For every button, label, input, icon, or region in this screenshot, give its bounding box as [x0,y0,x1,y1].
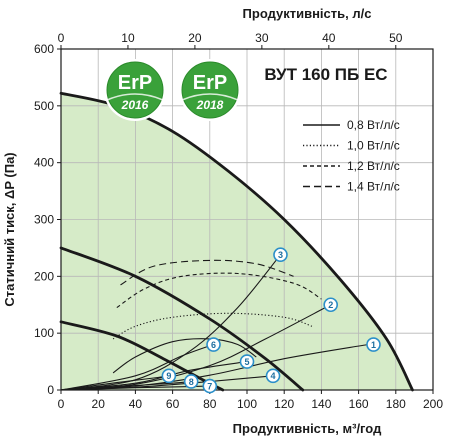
y-axis-title: Статичний тиск, ΔP (Па) [2,152,17,306]
x-tick-label: 40 [129,397,143,411]
operating-point-marker [265,368,281,384]
operating-point: 6 [206,337,221,352]
operating-point: 7 [202,378,218,394]
legend-label: 1,4 Вт/л/с [347,180,400,194]
operating-point: 3 [273,247,288,263]
x-tick-label: 200 [423,397,443,411]
operating-point-marker [273,247,288,263]
system-curve [60,254,281,391]
efficiency-curve [112,338,257,374]
operating-point-label: 4 [271,371,276,381]
chart-title: ВУТ 160 ПБ ЕС [264,65,387,84]
y-tick-label: 600 [34,42,54,56]
x-tick-label: 140 [311,397,331,411]
operating-point-marker [161,368,177,384]
erp-badge: ErP 2018 [179,59,241,121]
operating-point-label: 8 [189,377,194,387]
operating-point-label: 2 [328,300,333,310]
fan-curve [59,246,305,392]
operating-point-label: 7 [207,381,212,391]
x2-tick-label: 50 [389,31,403,45]
operating-point-marker [202,378,218,394]
erp-badge-top: ErP [118,72,152,94]
x-tick-label: 120 [274,397,294,411]
operating-point-marker [366,337,381,352]
operating-point: 4 [265,368,281,384]
x2-axis-title: Продуктивність, л/с [243,6,372,21]
x2-tick-label: 10 [121,31,135,45]
operating-point: 9 [161,368,177,384]
operating-point-label: 3 [278,250,283,260]
operating-point: 1 [366,337,381,352]
x-tick-label: 180 [386,397,406,411]
y-tick-label: 400 [34,156,54,170]
x-tick-label: 160 [349,397,369,411]
x2-tick-label: 20 [188,31,202,45]
operating-point-label: 6 [211,340,216,350]
operating-point-marker [183,374,199,389]
legend-label: 1,0 Вт/л/с [347,139,400,153]
legend-label: 1,2 Вт/л/с [347,159,400,173]
y-tick-label: 500 [34,99,54,113]
erp-badge-top: ErP [193,72,227,94]
efficiency-curve [116,272,322,309]
x-tick-label: 0 [58,397,65,411]
y-tick-label: 0 [47,383,54,397]
operating-point: 2 [323,297,339,313]
operating-point-marker [323,297,339,313]
erp-badge: ErP 2016 [104,59,166,121]
y-tick-label: 200 [34,269,54,283]
x-tick-label: 80 [203,397,217,411]
x-tick-label: 100 [237,397,257,411]
erp-badge-year: 2016 [121,98,149,112]
efficiency-curve [120,259,294,286]
x2-tick-label: 40 [322,31,336,45]
operating-region [61,93,413,391]
x2-tick-label: 0 [58,31,65,45]
erp-badge-swoosh [181,93,239,101]
operating-point: 8 [183,374,199,389]
x-tick-label: 20 [92,397,106,411]
operating-point: 5 [239,354,255,369]
operating-point-marker [239,354,255,369]
y-tick-label: 300 [34,213,54,227]
operating-point-label: 9 [166,371,171,381]
x-axis-title: Продуктивність, м³/год [233,421,382,436]
operating-point-label: 1 [371,340,376,350]
x-tick-label: 60 [166,397,180,411]
erp-badge-disc [181,61,239,119]
y-tick-label: 100 [34,326,54,340]
operating-point-label: 5 [244,357,249,367]
erp-badge-year: 2018 [196,98,224,112]
legend-label: 0,8 Вт/л/с [347,118,400,132]
erp-badge-swoosh [106,93,164,101]
system-curve [60,343,214,391]
x2-tick-label: 30 [255,31,269,45]
erp-badge-disc [106,61,164,119]
system-curve [60,380,192,391]
operating-point-marker [206,337,221,352]
